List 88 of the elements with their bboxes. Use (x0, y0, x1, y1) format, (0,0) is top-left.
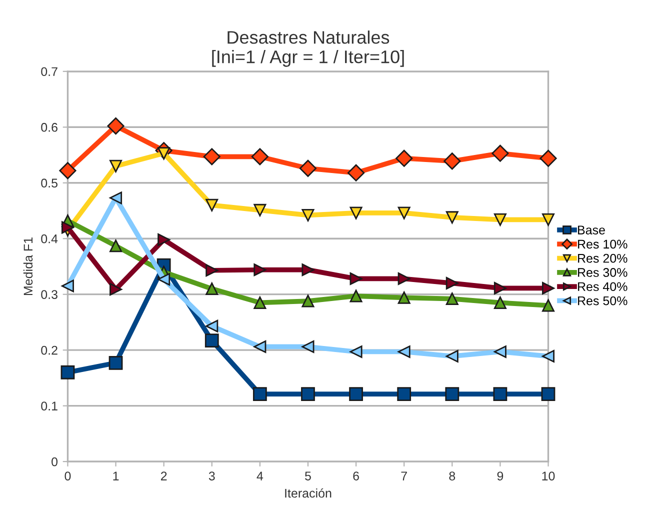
legend-label: Res 30% (578, 268, 628, 277)
y-tick-label: 0 (52, 457, 58, 466)
point (494, 282, 506, 294)
x-tick-label: 4 (256, 472, 264, 480)
point (251, 148, 268, 166)
point (542, 213, 554, 226)
point (110, 240, 122, 252)
x-tick-label: 8 (449, 472, 456, 480)
point (492, 144, 509, 162)
point (494, 346, 506, 358)
legend-label: Res 20% (578, 254, 628, 263)
point (542, 282, 554, 294)
x-tick-label: 0 (64, 472, 71, 480)
point (347, 164, 365, 182)
point (254, 264, 266, 276)
x-tick-label: 2 (160, 472, 167, 480)
point (446, 211, 458, 224)
point (61, 221, 74, 234)
x-tick-label: 6 (353, 472, 359, 480)
y-tick-label: 0.2 (41, 346, 58, 355)
point (59, 162, 76, 180)
x-tick-label: 5 (305, 472, 311, 480)
y-tick-label: 0.7 (41, 67, 58, 76)
y-tick-label: 0.6 (41, 122, 58, 132)
point (398, 346, 410, 358)
point (350, 206, 362, 220)
x-tick-label: 10 (542, 472, 555, 480)
point (446, 292, 458, 306)
point (107, 117, 124, 135)
point (493, 387, 508, 402)
x-tick-label: 1 (113, 472, 119, 480)
point (301, 387, 315, 402)
point (349, 387, 363, 402)
point (61, 280, 74, 292)
x-axis-title: Iteración (285, 488, 332, 498)
point (444, 152, 461, 170)
point (302, 208, 314, 222)
point (302, 340, 314, 353)
point (398, 272, 410, 285)
point (446, 350, 458, 362)
point (494, 296, 506, 309)
point (110, 192, 122, 204)
point (204, 334, 219, 348)
legend-label: Res 50% (578, 296, 628, 306)
legend-label: Base (578, 226, 605, 234)
point (254, 204, 266, 216)
point (350, 272, 362, 285)
point (158, 233, 170, 246)
point (206, 320, 218, 332)
point (206, 264, 218, 277)
point (110, 283, 122, 296)
point (302, 264, 314, 276)
y-tick-label: 0.4 (41, 234, 58, 244)
point (206, 282, 218, 296)
point (494, 213, 506, 226)
chart-title: Desastres Naturales [Ini=1 / Agr = 1 / Iter=10] (212, 30, 404, 67)
legend-label: Res 40% (578, 282, 628, 292)
y-tick-label: 0.3 (41, 290, 58, 299)
point (396, 150, 413, 167)
point (254, 296, 266, 309)
x-tick-label: 7 (401, 472, 407, 480)
point (542, 350, 554, 362)
point (206, 198, 218, 212)
y-tick-label: 0.5 (41, 178, 58, 188)
point (252, 387, 267, 402)
point (397, 387, 412, 402)
point (254, 340, 266, 353)
point (445, 387, 460, 402)
point (60, 365, 75, 380)
x-tick-label: 3 (208, 472, 215, 480)
y-axis-title: Medida F1 (23, 238, 33, 295)
legend-label: Res 10% (578, 240, 628, 249)
point (350, 346, 362, 358)
point (398, 291, 410, 304)
point (108, 356, 123, 370)
point (302, 294, 314, 308)
point (398, 206, 410, 220)
point (203, 148, 220, 166)
x-tick-label: 9 (497, 472, 504, 480)
point (541, 387, 556, 402)
point (350, 290, 362, 302)
point (540, 150, 557, 167)
point (542, 299, 554, 312)
y-tick-label: 0.1 (41, 402, 58, 410)
point (110, 160, 122, 172)
point (158, 273, 170, 286)
point (299, 160, 317, 177)
point (446, 276, 458, 290)
